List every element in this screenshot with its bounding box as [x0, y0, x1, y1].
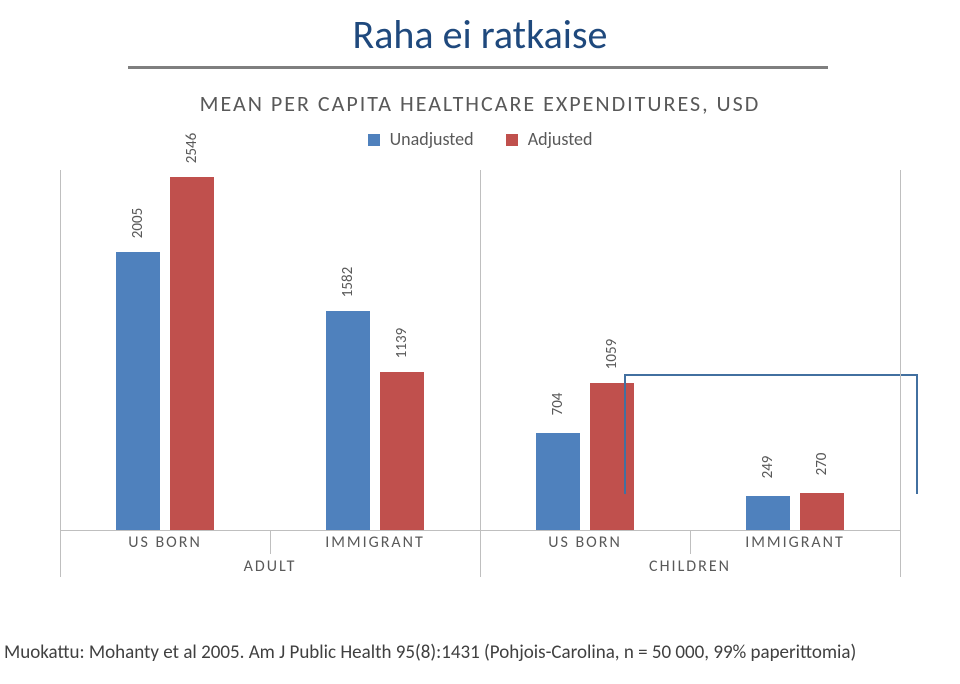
group-labels: ADULT CHILDREN	[60, 557, 900, 579]
bar-value-label: 1582	[339, 260, 357, 304]
bar-value-label: 1059	[603, 332, 621, 376]
group-label: ADULT	[60, 557, 480, 576]
bar	[116, 252, 160, 530]
axis-edge-left	[60, 170, 61, 577]
bar	[170, 177, 214, 530]
category-label: US BORN	[60, 533, 270, 552]
legend-item-adjusted: Adjusted	[506, 128, 593, 150]
chart-title: MEAN PER CAPITA HEALTHCARE EXPENDITURES,…	[0, 90, 960, 117]
bar	[746, 496, 790, 530]
legend-swatch-adjusted	[506, 134, 518, 146]
bar	[326, 311, 370, 530]
comparison-bracket	[624, 374, 918, 494]
bar-value-label: 704	[549, 382, 567, 426]
bar	[536, 433, 580, 530]
slide: Raha ei ratkaise MEAN PER CAPITA HEALTHC…	[0, 0, 960, 684]
legend-label-unadjusted: Unadjusted	[390, 128, 474, 150]
bar-value-label: 2546	[183, 126, 201, 170]
chart-area: 20052546158211397041059249270 US BORN IM…	[60, 170, 900, 530]
axis-edge-right	[900, 170, 901, 577]
legend-item-unadjusted: Unadjusted	[368, 128, 474, 150]
bar	[380, 372, 424, 530]
category-label: IMMIGRANT	[270, 533, 480, 552]
category-label: IMMIGRANT	[690, 533, 900, 552]
category-labels: US BORN IMMIGRANT US BORN IMMIGRANT	[60, 533, 900, 555]
bar-value-label: 2005	[129, 201, 147, 245]
bar	[800, 493, 844, 530]
legend-label-adjusted: Adjusted	[528, 128, 593, 150]
group-separator	[480, 170, 481, 577]
group-label: CHILDREN	[480, 557, 900, 576]
slide-title: Raha ei ratkaise	[0, 10, 960, 59]
title-underline	[128, 66, 828, 69]
category-label: US BORN	[480, 533, 690, 552]
chart-legend: Unadjusted Adjusted	[0, 128, 960, 150]
bar-value-label: 1139	[393, 321, 411, 365]
legend-swatch-unadjusted	[368, 134, 380, 146]
footnote-citation: Muokattu: Mohanty et al 2005. Am J Publi…	[4, 641, 956, 664]
